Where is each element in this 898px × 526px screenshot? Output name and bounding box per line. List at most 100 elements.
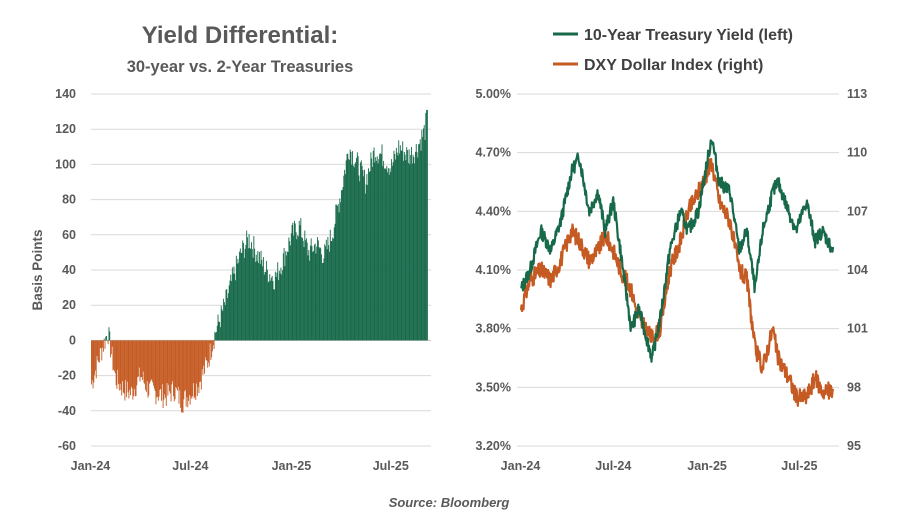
bar: [108, 327, 110, 341]
bar: [313, 244, 315, 341]
bar: [91, 340, 92, 385]
bar: [383, 160, 385, 341]
bar: [299, 225, 301, 341]
bar: [286, 251, 288, 341]
bar: [418, 143, 420, 341]
bar: [379, 153, 381, 341]
bar: [117, 340, 119, 370]
bar: [169, 340, 170, 392]
bar: [101, 340, 103, 361]
bar: [367, 185, 369, 341]
bar: [159, 340, 161, 390]
bar: [213, 340, 215, 349]
bar: [384, 168, 386, 341]
bar: [215, 332, 217, 341]
bar: [340, 202, 342, 341]
bar: [426, 109, 428, 341]
bar: [376, 156, 378, 341]
bar: [276, 272, 278, 341]
bar: [424, 140, 426, 341]
bar: [307, 255, 309, 341]
bar: [282, 270, 283, 341]
bar: [180, 340, 182, 408]
y-tick-label: 80: [62, 193, 76, 207]
bar: [310, 238, 312, 341]
bar: [220, 305, 222, 341]
bar: [365, 184, 367, 341]
y-tick-labels: 140 120 100 80 60 40 20 0 -20 -40 -60: [55, 87, 76, 453]
y-tick-label: 20: [62, 298, 76, 312]
bar: [301, 237, 303, 341]
bar: [411, 147, 412, 341]
bar: [166, 340, 168, 384]
bar: [191, 340, 193, 399]
bar: [362, 170, 364, 341]
bar: [212, 340, 214, 346]
bar: [402, 141, 404, 341]
right-y-tick-labels: 113 110 107 104 101 98 95: [847, 87, 868, 453]
bar: [305, 238, 307, 341]
bar: [104, 340, 106, 349]
bar: [91, 340, 93, 381]
bar: [415, 144, 417, 341]
bar: [219, 327, 221, 341]
bar: [182, 340, 184, 413]
bar: [320, 247, 322, 341]
bar: [292, 222, 294, 341]
bar: [259, 264, 261, 341]
bar: [371, 158, 373, 341]
bar: [176, 340, 178, 391]
bar: [315, 253, 317, 341]
bar: [223, 302, 225, 341]
bar: [239, 248, 241, 341]
y-tick-label: 140: [55, 87, 76, 101]
bar: [391, 159, 393, 341]
bar: [131, 340, 133, 389]
bar: [382, 166, 384, 341]
bar: [361, 165, 363, 341]
bar: [334, 223, 336, 341]
bar: [388, 174, 390, 341]
bar: [147, 340, 149, 398]
bar: [399, 145, 401, 341]
bar: [139, 340, 141, 382]
bar: [260, 250, 262, 341]
bar: [390, 171, 392, 341]
bar: [227, 293, 229, 341]
bar: [247, 248, 249, 341]
bar: [333, 227, 335, 341]
bar: [192, 340, 194, 397]
bar: [196, 340, 197, 384]
bar: [165, 340, 166, 398]
bar: [416, 152, 418, 341]
bar: [134, 340, 136, 397]
x-tick-labels: Jan-24 Jul-24 Jan-25 Jul-25: [501, 459, 818, 473]
bar: [138, 340, 140, 368]
bar: [400, 150, 402, 341]
bar: [246, 230, 248, 341]
bar: [155, 340, 157, 405]
bar: [294, 220, 295, 341]
bar: [425, 112, 427, 341]
bar: [111, 340, 113, 347]
bar: [103, 338, 105, 341]
bar: [158, 340, 160, 397]
bar: [349, 149, 351, 341]
bar: [381, 144, 383, 341]
bar: [394, 153, 396, 341]
bar: [257, 251, 259, 341]
bar: [372, 166, 373, 341]
bar: [372, 150, 374, 341]
bar: [267, 282, 269, 341]
bar: [238, 262, 240, 341]
bar: [288, 237, 290, 341]
bar: [114, 340, 115, 372]
bar: [133, 340, 135, 397]
bar: [160, 340, 162, 389]
bar: [255, 254, 257, 341]
yield-line: [520, 139, 835, 363]
bar: [196, 340, 198, 396]
bar: [221, 309, 223, 341]
x-tick-labels: Jan-24 Jul-24 Jan-25 Jul-25: [71, 459, 409, 473]
bar: [136, 340, 138, 386]
